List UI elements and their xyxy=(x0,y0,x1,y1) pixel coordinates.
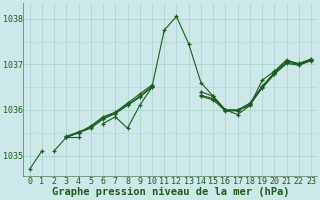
X-axis label: Graphe pression niveau de la mer (hPa): Graphe pression niveau de la mer (hPa) xyxy=(52,187,289,197)
